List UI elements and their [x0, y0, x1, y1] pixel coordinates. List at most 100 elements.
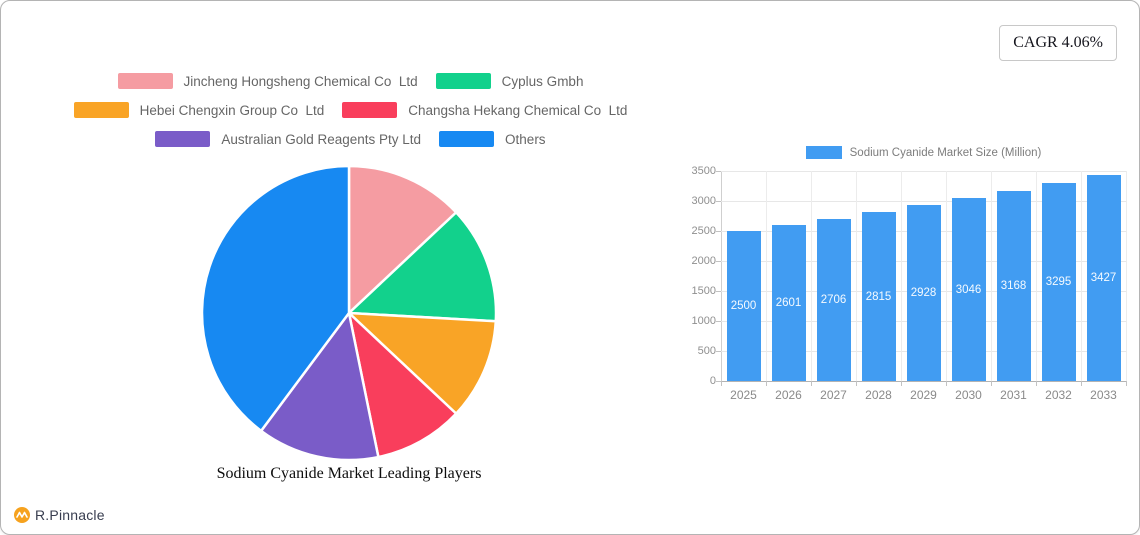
bar-value-label: 3427	[1090, 272, 1117, 285]
h-gridline	[721, 171, 1126, 172]
pie-slice[interactable]	[347, 164, 458, 315]
v-gridline	[946, 171, 947, 381]
x-tick-mark	[1126, 381, 1127, 386]
bar-chart: Sodium Cyanide Market Size (Million) 0 50…	[686, 141, 1138, 413]
pie-legend-item[interactable]: Changsha Hekang Chemical Co Ltd	[342, 102, 627, 118]
h-gridline	[721, 201, 1126, 202]
v-gridline	[1081, 171, 1082, 381]
pinnacle-wave-icon	[14, 507, 30, 523]
y-tick-mark	[716, 261, 721, 262]
y-axis-tick-label: 1500	[691, 285, 716, 297]
bar-value-label: 2928	[910, 287, 937, 300]
bar-2031[interactable]: 3168	[996, 190, 1031, 381]
pie-legend-label: Jincheng Hongsheng Chemical Co Ltd	[183, 73, 418, 89]
pie-chart	[199, 163, 499, 463]
bar-2030[interactable]: 3046	[951, 198, 986, 381]
pie-legend: Jincheng Hongsheng Chemical Co Ltd Cyplus…	[28, 73, 673, 147]
bar-value-label: 3295	[1045, 276, 1072, 289]
y-tick-mark	[716, 291, 721, 292]
x-tick-mark	[721, 381, 722, 386]
x-tick-mark	[856, 381, 857, 386]
pie-legend-swatch	[435, 73, 491, 89]
y-tick-mark	[716, 171, 721, 172]
x-axis-tick-label: 2028	[865, 388, 892, 402]
bar-legend-swatch	[805, 146, 842, 159]
pie-legend-swatch	[155, 131, 211, 147]
x-axis-tick-label: 2025	[730, 388, 757, 402]
x-axis-tick-label: 2033	[1090, 388, 1117, 402]
pie-legend-item[interactable]: Jincheng Hongsheng Chemical Co Ltd	[117, 73, 418, 89]
pie-chart-svg	[200, 164, 498, 462]
x-axis-tick-label: 2031	[1000, 388, 1027, 402]
v-gridline	[901, 171, 902, 381]
y-tick-mark	[716, 201, 721, 202]
pie-legend-label: Cyplus Gmbh	[501, 73, 584, 89]
y-axis-tick-label: 2000	[691, 255, 716, 267]
x-axis-tick-label: 2030	[955, 388, 982, 402]
bar-value-label: 3168	[1000, 279, 1027, 292]
bar-value-label: 2706	[820, 293, 847, 306]
x-tick-mark	[946, 381, 947, 386]
y-tick-mark	[716, 381, 721, 382]
x-axis-tick-label: 2027	[820, 388, 847, 402]
pie-legend-label: Others	[505, 131, 546, 147]
x-axis-line	[721, 381, 1127, 382]
v-gridline	[766, 171, 767, 381]
x-axis-tick-label: 2032	[1045, 388, 1072, 402]
x-tick-mark	[901, 381, 902, 386]
v-gridline	[991, 171, 992, 381]
pie-slice[interactable]	[347, 311, 498, 415]
brand-logo: R.Pinnacle	[14, 507, 105, 523]
bar-value-label: 3046	[955, 283, 982, 296]
y-axis-tick-label: 3500	[691, 165, 716, 177]
pie-slice[interactable]	[347, 211, 498, 323]
pie-legend-label: Australian Gold Reagents Pty Ltd	[221, 131, 422, 147]
bar-2027[interactable]: 2706	[816, 218, 851, 381]
bar-legend-item[interactable]: Sodium Cyanide Market Size (Million)	[721, 146, 1126, 159]
bar-2033[interactable]: 3427	[1086, 175, 1121, 381]
bar-2028[interactable]: 2815	[861, 212, 896, 381]
v-gridline	[811, 171, 812, 381]
bar-2026[interactable]: 2601	[771, 224, 806, 381]
y-tick-mark	[716, 231, 721, 232]
x-tick-mark	[766, 381, 767, 386]
pie-slice[interactable]	[200, 164, 351, 433]
y-axis-tick-label: 1000	[691, 315, 716, 327]
bar-value-label: 2815	[865, 290, 892, 303]
cagr-badge: CAGR 4.06%	[999, 25, 1117, 61]
x-tick-mark	[1081, 381, 1082, 386]
pie-legend-row: Hebei Chengxin Group Co Ltd Changsha Heka…	[28, 102, 673, 118]
x-axis-tick-label: 2029	[910, 388, 937, 402]
pie-legend-item[interactable]: Australian Gold Reagents Pty Ltd	[155, 131, 421, 147]
pie-legend-swatch	[73, 102, 129, 118]
pie-slice[interactable]	[347, 311, 458, 459]
bar-2032[interactable]: 3295	[1041, 183, 1076, 381]
y-axis-tick-label: 500	[697, 345, 716, 357]
bar-value-label: 2601	[775, 296, 802, 309]
bar-legend-label: Sodium Cyanide Market Size (Million)	[849, 146, 1042, 159]
pie-legend-item[interactable]: Others	[439, 131, 546, 147]
x-tick-mark	[991, 381, 992, 386]
pie-legend-item[interactable]: Hebei Chengxin Group Co Ltd	[73, 102, 324, 118]
y-axis-line	[721, 171, 722, 381]
pie-legend-swatch	[117, 73, 173, 89]
pie-legend-swatch	[342, 102, 398, 118]
pie-chart-title: Sodium Cyanide Market Leading Players	[216, 465, 482, 482]
pie-slice[interactable]	[259, 311, 380, 462]
v-gridline	[1036, 171, 1037, 381]
x-tick-mark	[811, 381, 812, 386]
v-gridline	[1126, 171, 1127, 381]
bar-value-label: 2500	[730, 300, 757, 312]
bar-2025[interactable]: 2500	[726, 231, 761, 381]
y-tick-mark	[716, 351, 721, 352]
v-gridline	[856, 171, 857, 381]
y-tick-mark	[716, 321, 721, 322]
y-axis-tick-label: 2500	[691, 225, 716, 237]
brand-name: R.Pinnacle	[35, 507, 105, 523]
pie-legend-item[interactable]: Cyplus Gmbh	[435, 73, 584, 89]
x-axis-tick-label: 2026	[775, 388, 802, 402]
bar-2029[interactable]: 2928	[906, 205, 941, 381]
pie-legend-row: Jincheng Hongsheng Chemical Co Ltd Cyplus…	[28, 73, 673, 89]
y-axis-tick-label: 3000	[691, 195, 716, 207]
